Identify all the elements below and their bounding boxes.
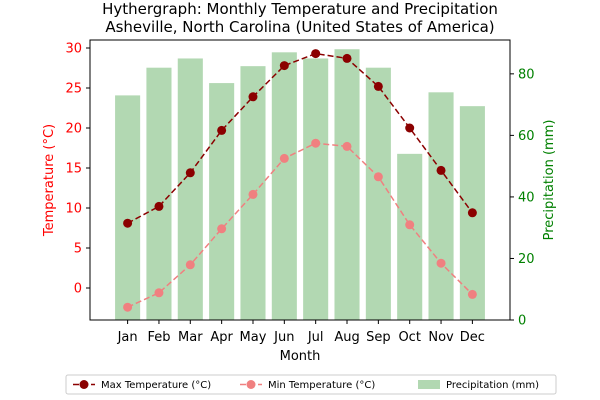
min-temp-point xyxy=(311,138,321,148)
x-axis-tick-label: Aug xyxy=(334,330,359,345)
left-axis-tick-label: 15 xyxy=(65,162,82,177)
min-temp-point xyxy=(342,141,352,151)
left-axis-tick-label: 0 xyxy=(74,282,82,297)
max-temp-point xyxy=(154,201,164,211)
precip-bar xyxy=(397,153,423,320)
temperature-lines xyxy=(123,49,477,312)
precip-bar xyxy=(209,83,235,320)
max-temp-point xyxy=(311,49,321,59)
x-axis-tick-label: Oct xyxy=(398,330,420,345)
left-axis: 0 5 10 15 20 25 30 xyxy=(65,42,90,297)
max-temp-point xyxy=(185,168,195,178)
right-axis-tick-label: 40 xyxy=(518,190,535,205)
max-temp-point xyxy=(248,92,258,102)
min-temp-line xyxy=(127,142,473,308)
right-axis-tick-label: 80 xyxy=(518,67,535,82)
legend-bar-swatch xyxy=(418,380,440,389)
precipitation-bars xyxy=(115,49,485,321)
max-temp-point xyxy=(342,53,352,63)
plot-frame xyxy=(89,39,511,321)
max-temp-point xyxy=(373,81,383,91)
right-axis-tick-label: 0 xyxy=(518,314,526,329)
x-axis-tick-label: Feb xyxy=(147,330,170,345)
precip-bar xyxy=(303,58,329,320)
min-temp-point xyxy=(185,260,195,270)
left-axis-tick-label: 30 xyxy=(65,42,82,57)
legend-marker xyxy=(79,380,89,389)
x-axis-tick-label: Mar xyxy=(178,330,203,345)
right-axis-tick-label: 60 xyxy=(518,129,535,144)
min-temp-point xyxy=(436,258,446,268)
left-axis-tick-label: 25 xyxy=(65,82,82,97)
precip-bar xyxy=(334,49,360,320)
left-axis-label: Temperature (°C) xyxy=(42,124,57,237)
max-temp-point xyxy=(405,123,415,133)
legend-label: Precipitation (mm) xyxy=(446,380,539,391)
x-axis-tick-label: Jun xyxy=(273,330,294,345)
legend-label: Min Temperature (°C) xyxy=(268,380,375,391)
chart-title: Hythergraph: Monthly Temperature and Pre… xyxy=(102,0,498,36)
min-temp-point xyxy=(123,302,133,312)
left-axis-tick-label: 5 xyxy=(74,242,82,257)
min-temp-point xyxy=(373,172,383,182)
max-temp-line xyxy=(127,52,473,224)
precip-bar xyxy=(428,92,454,320)
legend: Max Temperature (°C) Min Temperature (°C)… xyxy=(65,374,557,395)
right-axis: 0 20 40 60 80 xyxy=(510,67,535,329)
min-temp-point xyxy=(248,189,258,199)
right-axis-tick-label: 20 xyxy=(518,252,535,267)
chart-title-line: Asheville, North Carolina (United States… xyxy=(105,18,494,36)
precip-bar xyxy=(271,52,297,321)
x-axis-tick-label: Sep xyxy=(366,330,391,345)
min-temp-point xyxy=(405,220,415,230)
precip-bar xyxy=(115,95,141,320)
min-temp-point xyxy=(154,288,164,298)
min-temp-point xyxy=(467,289,477,299)
precip-bar xyxy=(177,58,203,320)
legend-marker xyxy=(246,380,256,389)
max-temp-point xyxy=(123,218,133,228)
x-axis-tick-label: Dec xyxy=(460,330,485,345)
max-temp-point xyxy=(217,125,227,135)
max-temp-point xyxy=(279,61,289,71)
x-axis-label: Month xyxy=(280,349,321,364)
x-axis-tick-label: May xyxy=(240,330,267,345)
precip-bar xyxy=(365,67,391,320)
x-axis-tick-label: Apr xyxy=(210,330,233,345)
left-axis-tick-label: 20 xyxy=(65,122,82,137)
legend-label: Max Temperature (°C) xyxy=(101,380,211,391)
precip-bar xyxy=(146,67,172,320)
x-axis-tick-label: Nov xyxy=(428,330,454,345)
x-axis: Jan Feb Mar Apr May Jun Jul Aug Sep Oct Nov Dec xyxy=(117,320,485,345)
x-axis-tick-label: Jan xyxy=(117,330,138,345)
legend-box xyxy=(65,374,557,395)
chart-title-line: Hythergraph: Monthly Temperature and Pre… xyxy=(102,0,498,18)
right-axis-label: Precipitation (mm) xyxy=(542,120,557,241)
max-temp-point xyxy=(467,208,477,218)
max-temp-point xyxy=(436,165,446,175)
min-temp-point xyxy=(279,153,289,163)
x-axis-tick-label: Jul xyxy=(307,330,324,345)
left-axis-tick-label: 10 xyxy=(65,202,82,217)
min-temp-point xyxy=(217,224,227,234)
